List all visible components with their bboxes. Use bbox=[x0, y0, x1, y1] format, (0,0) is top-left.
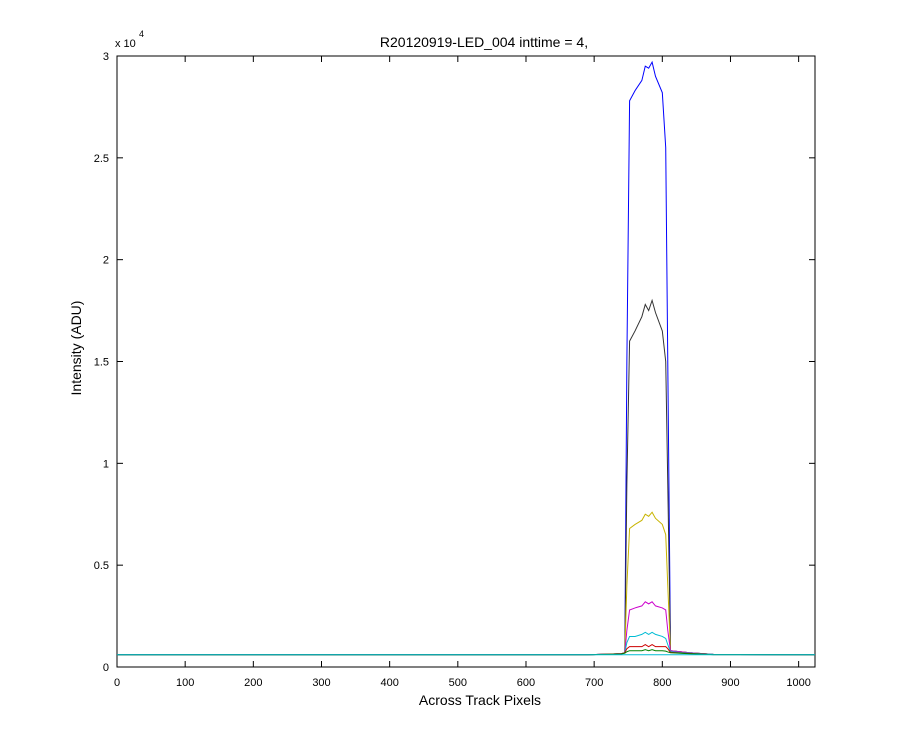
x-tick-label: 100 bbox=[176, 677, 194, 689]
y-tick-label: 1 bbox=[103, 458, 109, 470]
x-axis-label: Across Track Pixels bbox=[419, 692, 541, 708]
y-tick-label: 2.5 bbox=[94, 153, 109, 165]
y-multiplier-exponent: 4 bbox=[139, 29, 144, 39]
x-tick-label: 900 bbox=[721, 677, 739, 689]
y-tick-label: 3 bbox=[103, 51, 109, 63]
y-multiplier: x 10 bbox=[115, 38, 136, 50]
x-tick-label: 0 bbox=[114, 677, 120, 689]
x-tick-label: 700 bbox=[585, 677, 603, 689]
y-tick-label: 0.5 bbox=[94, 560, 109, 572]
y-tick-label: 0 bbox=[103, 662, 109, 674]
y-axis-label: Intensity (ADU) bbox=[68, 301, 84, 396]
x-tick-label: 500 bbox=[449, 677, 467, 689]
chart-title: R20120919-LED_004 inttime = 4, bbox=[380, 34, 588, 50]
axes-box bbox=[116, 55, 816, 668]
x-tick-label: 800 bbox=[653, 677, 671, 689]
x-tick-label: 300 bbox=[312, 677, 330, 689]
x-tick-label: 400 bbox=[380, 677, 398, 689]
data-line bbox=[117, 649, 816, 656]
x-tick-label: 200 bbox=[244, 677, 262, 689]
x-tick-label: 600 bbox=[517, 677, 535, 689]
x-tick-label: 1000 bbox=[786, 677, 810, 689]
y-tick-label: 1.5 bbox=[94, 357, 109, 369]
y-tick-label: 2 bbox=[103, 255, 109, 267]
